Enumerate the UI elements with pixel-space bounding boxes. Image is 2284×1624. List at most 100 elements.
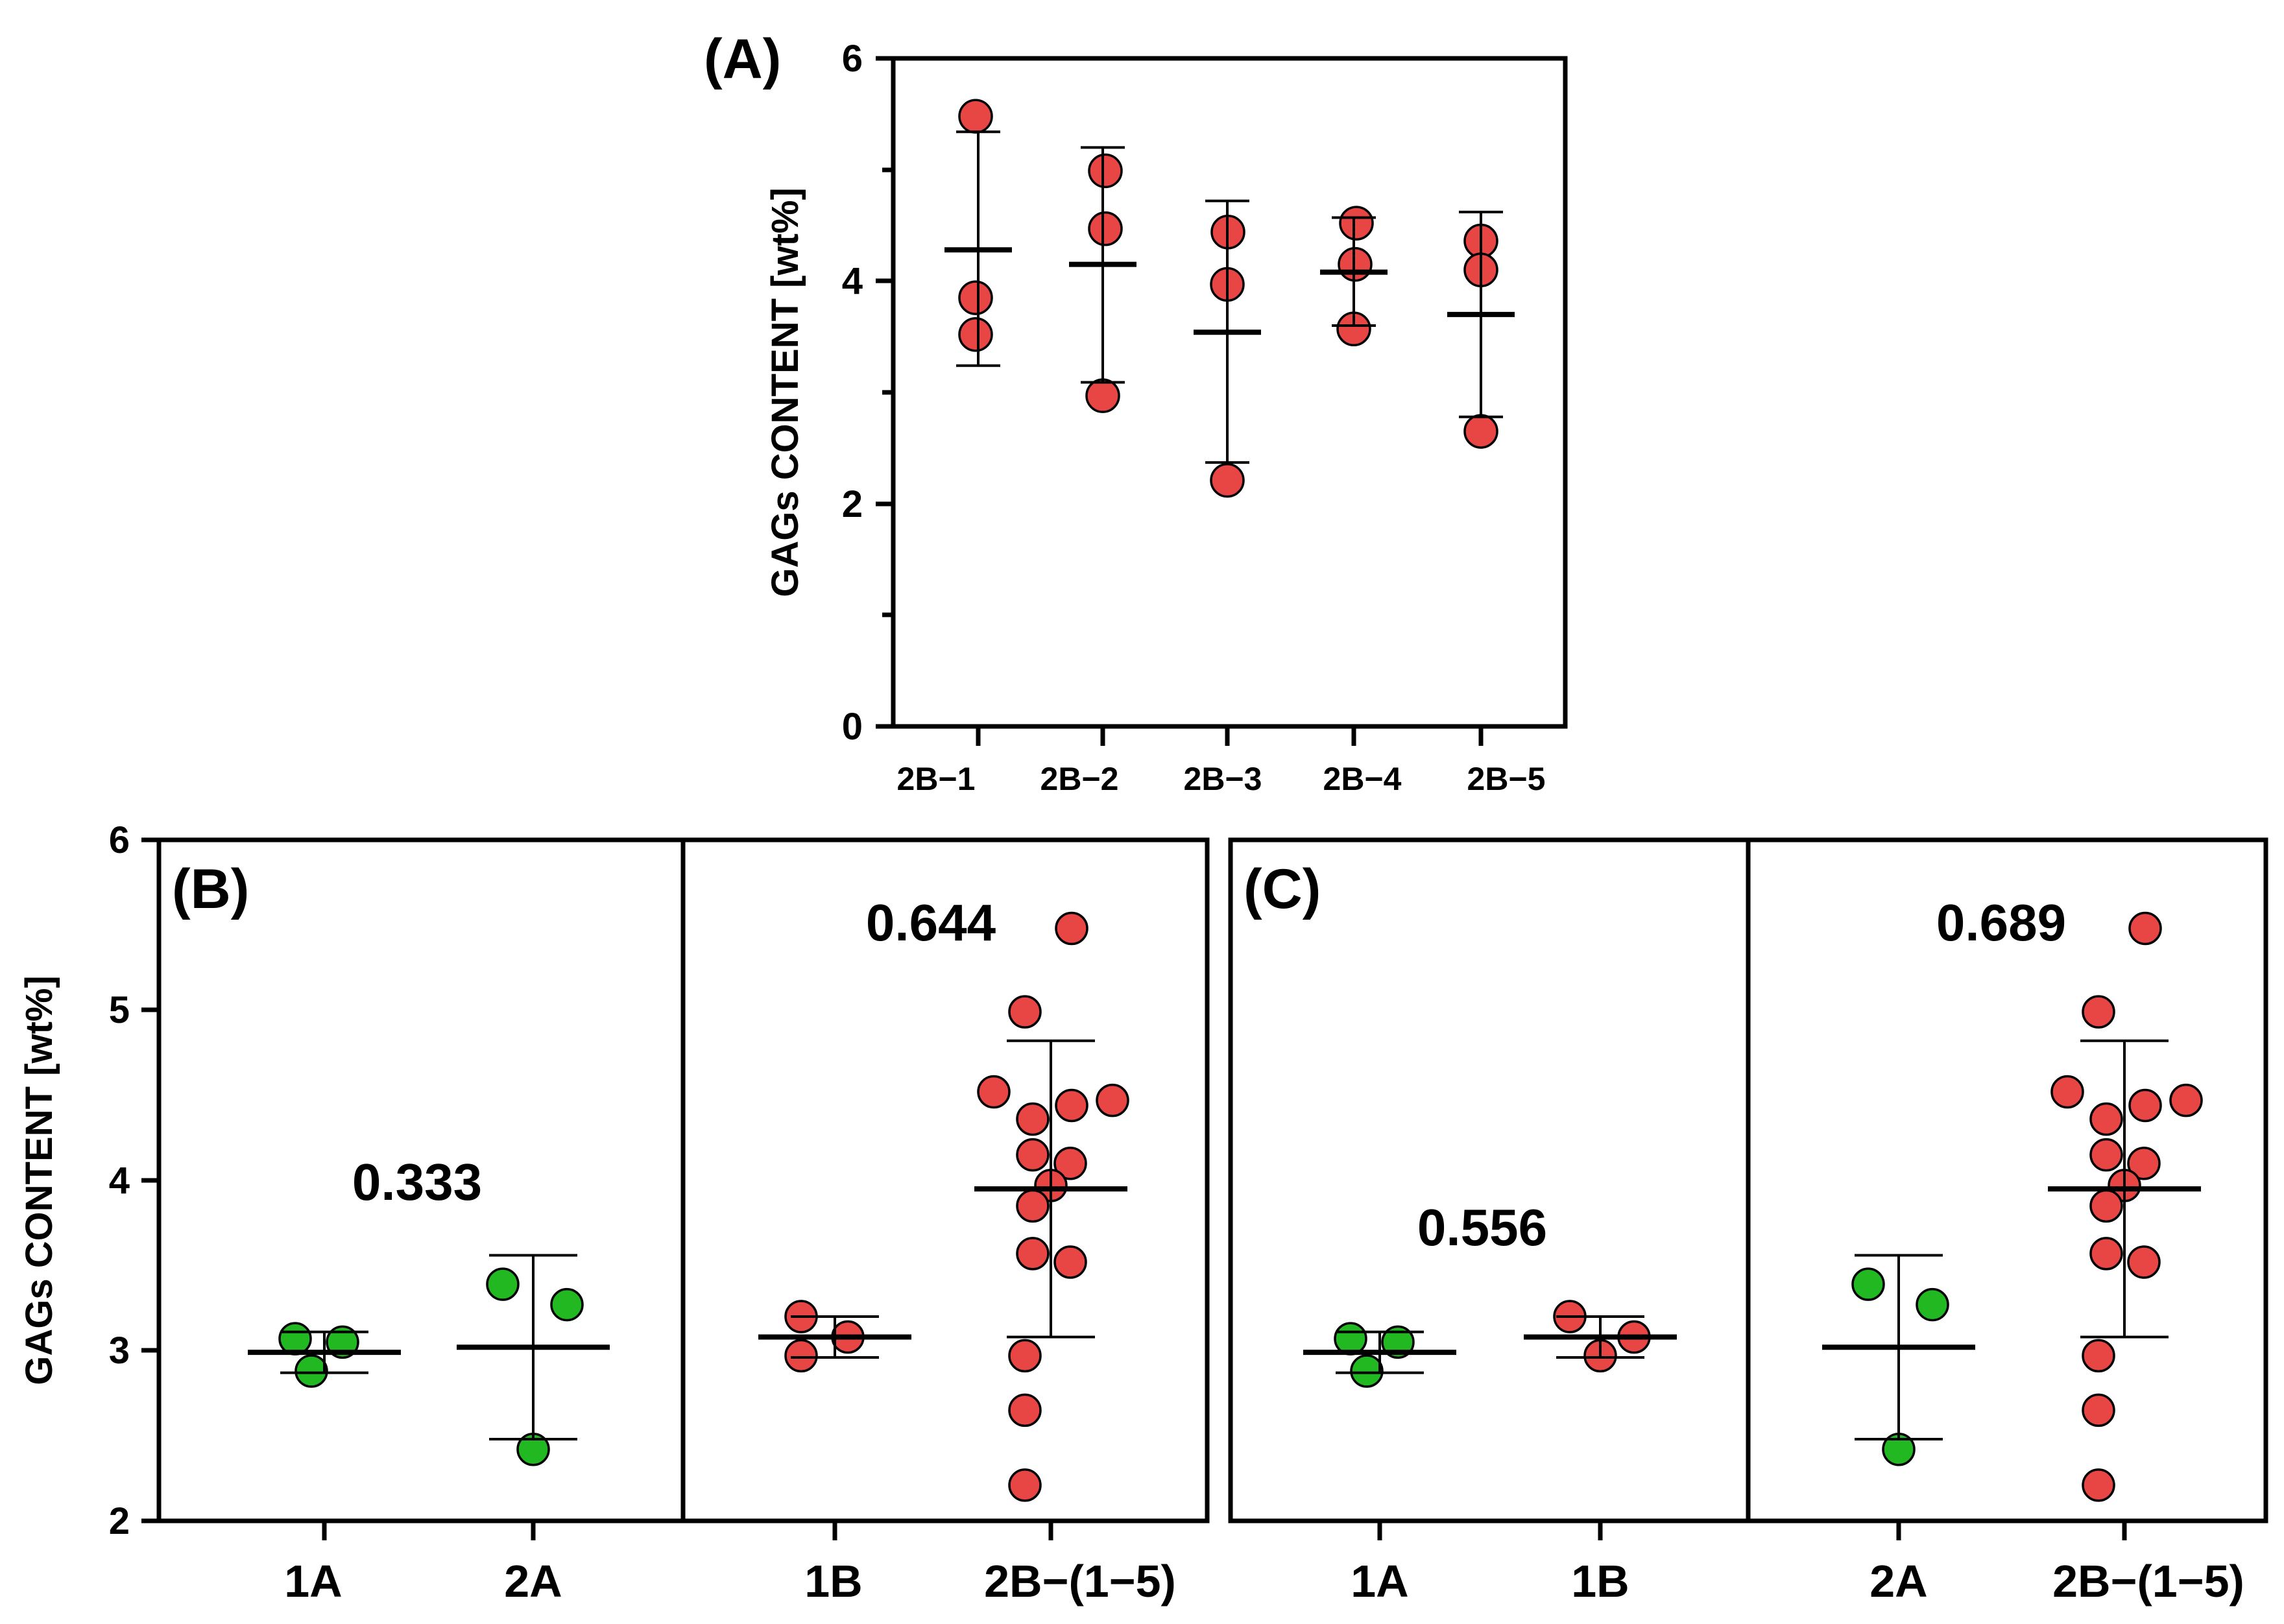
panel-b-data-point: [1053, 1147, 1087, 1180]
panel-a-group-2: [1194, 199, 1261, 498]
panel-c-data-point: [2082, 1468, 2115, 1502]
panel-b-data-point: [486, 1267, 520, 1301]
panel-a-category-label: 2B−4: [1323, 761, 1402, 797]
panel-b-data-point: [1016, 1138, 1050, 1172]
panel-c-data-point: [2127, 1147, 2161, 1180]
panel-c-data-point: [2082, 1339, 2115, 1373]
panel-c-data-point: [2082, 1393, 2115, 1427]
panel-a-ytick-label: 6: [842, 38, 863, 80]
panel-b-data-point: [1016, 1102, 1050, 1136]
panel-a-data-point: [958, 99, 993, 134]
panel-a-category-label: 2B−5: [1467, 761, 1546, 797]
panel-b-data-point: [1016, 1189, 1050, 1223]
panel-b-category-label: 2A: [504, 1556, 562, 1606]
panel-b-group-0: [248, 1322, 401, 1388]
panel-c-data-point: [2089, 1237, 2123, 1271]
panel-c-p-value-right: 0.689: [1936, 894, 2066, 951]
panel-b-data-point: [1008, 1339, 1042, 1373]
panel-a-category-label: 2B−3: [1184, 761, 1262, 797]
panel-a-ytick-label: 4: [842, 260, 863, 302]
panel-b-category-label: 1B: [804, 1556, 862, 1606]
panel-b-ytick-label: 6: [109, 819, 130, 861]
panel-a-data-point: [1088, 211, 1123, 246]
panel-a-ytick-label: 0: [842, 706, 863, 748]
panel-c: (C) 1A 1B 2A 2B−(1−5) 0.556 0.689: [1228, 837, 2268, 1606]
panel-a-title: (A): [704, 28, 781, 90]
panel-a-category-label: 2B−2: [1040, 761, 1119, 797]
panel-a: (A) GAGs CONTENT [wt%] 6 4 2 0 2B−1 2B−2…: [704, 28, 1568, 797]
panel-c-data-point: [2128, 911, 2162, 946]
panel-c-data-point: [2089, 1138, 2123, 1172]
panel-b-data-point: [550, 1287, 584, 1322]
panel-c-data-point: [1916, 1287, 1949, 1322]
panel-b-data-point: [1055, 911, 1088, 946]
panel-c-data-point: [1350, 1354, 1384, 1388]
panel-b-ytick-label: 3: [109, 1330, 130, 1372]
panel-a-data-point: [1085, 378, 1120, 413]
panel-b: (B) GAGs CONTENT [wt%] 6 5 4 3 2 1A 2A 1…: [18, 819, 1210, 1606]
panel-b-group-3: [974, 911, 1129, 1502]
panel-a-ytick-label: 2: [842, 483, 863, 525]
panel-a-y-axis-label: GAGs CONTENT [wt%]: [764, 187, 806, 597]
panel-b-category-label: 2B−(1−5): [984, 1556, 1176, 1606]
panel-a-data-point: [958, 316, 993, 352]
panel-a-frame: [891, 56, 1568, 729]
panel-a-data-point: [958, 280, 993, 315]
panel-c-title: (C): [1244, 858, 1321, 920]
panel-a-group-4: [1447, 210, 1515, 449]
panel-b-data-point: [977, 1075, 1011, 1109]
panel-c-right-frame: [1746, 837, 2268, 1523]
panel-c-group-2: [1822, 1254, 1975, 1466]
panel-b-data-point: [1008, 1468, 1042, 1502]
panel-a-category-label: 2B−1: [897, 761, 976, 797]
panel-a-data-point: [1339, 206, 1374, 241]
panel-b-data-point: [784, 1339, 818, 1373]
panel-b-group-2: [758, 1300, 911, 1373]
panel-c-category-label: 2B−(1−5): [2052, 1556, 2244, 1606]
panel-b-data-point: [1055, 1088, 1088, 1123]
panel-b-p-value-right: 0.644: [866, 894, 996, 951]
panel-b-data-point: [278, 1322, 312, 1355]
panel-c-data-point: [2089, 1189, 2123, 1223]
panel-c-data-point: [2082, 995, 2115, 1029]
panel-b-data-point: [1008, 995, 1042, 1029]
panel-b-data-point: [1053, 1245, 1087, 1279]
panel-c-data-point: [2169, 1083, 2203, 1117]
panel-b-category-label: 1A: [284, 1556, 342, 1606]
panel-c-data-point: [1851, 1267, 1885, 1301]
panel-a-group-0: [944, 99, 1012, 367]
panel-c-category-label: 1B: [1571, 1556, 1629, 1606]
panel-c-category-label: 1A: [1351, 1556, 1408, 1606]
panel-c-data-point: [2127, 1245, 2161, 1279]
panel-c-category-label: 2A: [1869, 1556, 1927, 1606]
panel-b-plot-area: [248, 911, 1129, 1502]
panel-b-title: (B): [172, 858, 249, 920]
panel-c-p-value-left: 0.556: [1417, 1199, 1547, 1256]
panel-b-data-point: [1016, 1237, 1050, 1271]
panel-c-group-3: [2048, 911, 2203, 1502]
panel-b-group-1: [457, 1254, 610, 1466]
panel-c-group-1: [1524, 1300, 1677, 1373]
panel-b-ytick-label: 5: [109, 989, 130, 1031]
panel-c-data-point: [2128, 1088, 2162, 1123]
panel-b-data-point: [295, 1354, 328, 1388]
panel-a-data-point: [1463, 414, 1498, 449]
panel-c-data-point: [1334, 1322, 1367, 1355]
panel-b-ytick-label: 2: [109, 1500, 130, 1542]
panel-b-y-axis-label: GAGs CONTENT [wt%]: [18, 975, 60, 1385]
panel-c-data-point: [2089, 1102, 2123, 1136]
panel-a-group-3: [1320, 206, 1388, 346]
panel-b-data-point: [1008, 1393, 1042, 1427]
panel-a-data-point: [1088, 153, 1123, 189]
panel-a-group-1: [1069, 146, 1136, 413]
panel-c-data-point: [2050, 1075, 2084, 1109]
panel-b-data-point: [1096, 1083, 1129, 1117]
panel-b-p-value-left: 0.333: [352, 1153, 482, 1211]
panel-b-ytick-label: 4: [109, 1160, 130, 1202]
panel-c-left-frame: [1228, 837, 1751, 1523]
panel-c-group-0: [1303, 1322, 1456, 1388]
panel-a-data-point: [1210, 462, 1245, 498]
panel-b-right-frame: [680, 837, 1210, 1523]
panel-c-plot-area: [1303, 911, 2203, 1502]
